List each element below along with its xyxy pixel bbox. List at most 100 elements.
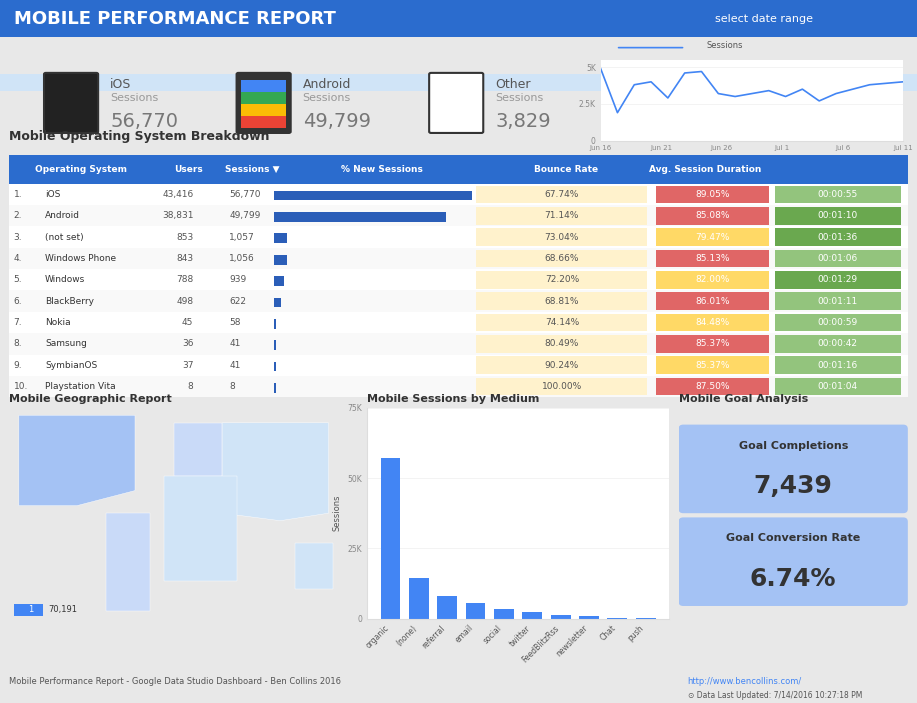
FancyBboxPatch shape: [657, 186, 768, 203]
Text: Goal Conversion Rate: Goal Conversion Rate: [726, 534, 860, 543]
Text: Goal Completions: Goal Completions: [738, 441, 848, 451]
Text: 1.: 1.: [14, 190, 22, 199]
Polygon shape: [106, 513, 149, 611]
Text: 00:00:59: 00:00:59: [818, 318, 858, 327]
Text: 36: 36: [182, 340, 193, 349]
Text: 73.04%: 73.04%: [545, 233, 579, 242]
Text: 38,831: 38,831: [162, 212, 193, 220]
FancyBboxPatch shape: [775, 271, 900, 288]
FancyBboxPatch shape: [274, 340, 276, 350]
FancyBboxPatch shape: [274, 254, 287, 264]
Y-axis label: Sessions: Sessions: [333, 495, 342, 531]
FancyBboxPatch shape: [657, 335, 768, 353]
FancyBboxPatch shape: [477, 250, 647, 267]
Bar: [523, 612, 542, 619]
FancyBboxPatch shape: [477, 314, 647, 331]
Text: Sessions: Sessions: [707, 41, 743, 50]
Text: 7,439: 7,439: [754, 474, 833, 498]
FancyBboxPatch shape: [9, 226, 908, 247]
FancyBboxPatch shape: [44, 73, 98, 133]
FancyBboxPatch shape: [9, 183, 908, 205]
Text: 45: 45: [182, 318, 193, 327]
Text: 843: 843: [176, 254, 193, 263]
Text: 90.24%: 90.24%: [545, 361, 579, 370]
Text: 85.37%: 85.37%: [695, 340, 730, 349]
Text: 85.08%: 85.08%: [695, 212, 730, 220]
Text: Other: Other: [495, 78, 531, 91]
Text: 498: 498: [176, 297, 193, 306]
FancyBboxPatch shape: [274, 383, 276, 392]
Polygon shape: [294, 543, 334, 588]
Text: 100.00%: 100.00%: [542, 382, 582, 391]
Text: 10.: 10.: [14, 382, 28, 391]
Bar: [607, 617, 627, 619]
Polygon shape: [222, 423, 328, 521]
Text: 1,057: 1,057: [229, 233, 255, 242]
Text: 41: 41: [229, 340, 241, 349]
FancyBboxPatch shape: [0, 0, 917, 37]
Bar: [437, 596, 458, 619]
Text: BlackBerry: BlackBerry: [45, 297, 94, 306]
Text: 1: 1: [28, 605, 33, 614]
Text: 89.05%: 89.05%: [695, 190, 730, 199]
FancyBboxPatch shape: [775, 186, 900, 203]
Text: % New Sessions: % New Sessions: [341, 165, 423, 174]
Text: Sessions: Sessions: [110, 93, 159, 103]
Text: ⊙ Data Last Updated: 7/14/2016 10:27:18 PM: ⊙ Data Last Updated: 7/14/2016 10:27:18 …: [688, 691, 862, 699]
Text: 67.74%: 67.74%: [545, 190, 579, 199]
FancyBboxPatch shape: [477, 207, 647, 224]
FancyBboxPatch shape: [241, 92, 286, 104]
FancyBboxPatch shape: [9, 312, 908, 333]
FancyBboxPatch shape: [9, 354, 908, 376]
Text: 00:01:04: 00:01:04: [818, 382, 857, 391]
Text: 9.: 9.: [14, 361, 22, 370]
Text: 72.20%: 72.20%: [545, 276, 579, 284]
FancyBboxPatch shape: [679, 517, 908, 606]
FancyBboxPatch shape: [9, 269, 908, 290]
Text: Playstation Vita: Playstation Vita: [45, 382, 116, 391]
FancyBboxPatch shape: [477, 271, 647, 288]
FancyBboxPatch shape: [775, 250, 900, 267]
Text: iOS: iOS: [110, 78, 131, 91]
Text: Mobile Geographic Report: Mobile Geographic Report: [9, 394, 171, 404]
Text: 70,191: 70,191: [48, 605, 77, 614]
Text: Samsung: Samsung: [45, 340, 87, 349]
FancyBboxPatch shape: [775, 228, 900, 246]
Text: 00:00:55: 00:00:55: [818, 190, 858, 199]
Text: 6.: 6.: [14, 297, 22, 306]
Text: 80.49%: 80.49%: [545, 340, 579, 349]
Text: 79.47%: 79.47%: [695, 233, 730, 242]
FancyBboxPatch shape: [0, 75, 917, 91]
Text: 87.50%: 87.50%: [695, 382, 730, 391]
FancyBboxPatch shape: [237, 73, 291, 133]
Text: 71.14%: 71.14%: [545, 212, 579, 220]
Bar: [381, 458, 401, 619]
FancyBboxPatch shape: [775, 292, 900, 310]
Text: 82.00%: 82.00%: [695, 276, 730, 284]
Text: 939: 939: [229, 276, 247, 284]
FancyBboxPatch shape: [657, 228, 768, 246]
FancyBboxPatch shape: [274, 319, 276, 328]
Text: MOBILE PERFORMANCE REPORT: MOBILE PERFORMANCE REPORT: [14, 10, 336, 27]
Text: 00:01:06: 00:01:06: [818, 254, 858, 263]
FancyBboxPatch shape: [679, 425, 908, 513]
Text: 00:01:36: 00:01:36: [818, 233, 858, 242]
FancyBboxPatch shape: [9, 333, 908, 354]
Text: Bounce Rate: Bounce Rate: [535, 165, 599, 174]
FancyBboxPatch shape: [9, 290, 908, 312]
Text: Nokia: Nokia: [45, 318, 71, 327]
FancyBboxPatch shape: [657, 250, 768, 267]
Text: select date range: select date range: [715, 13, 813, 24]
Text: 622: 622: [229, 297, 247, 306]
Text: 00:01:16: 00:01:16: [818, 361, 858, 370]
FancyBboxPatch shape: [274, 233, 287, 243]
FancyBboxPatch shape: [775, 314, 900, 331]
Text: 788: 788: [176, 276, 193, 284]
FancyBboxPatch shape: [274, 361, 276, 371]
Text: 8.: 8.: [14, 340, 22, 349]
FancyBboxPatch shape: [477, 335, 647, 353]
Text: Sessions ▼: Sessions ▼: [225, 165, 279, 174]
Text: iOS: iOS: [45, 190, 61, 199]
FancyBboxPatch shape: [429, 73, 483, 133]
FancyBboxPatch shape: [9, 205, 908, 226]
